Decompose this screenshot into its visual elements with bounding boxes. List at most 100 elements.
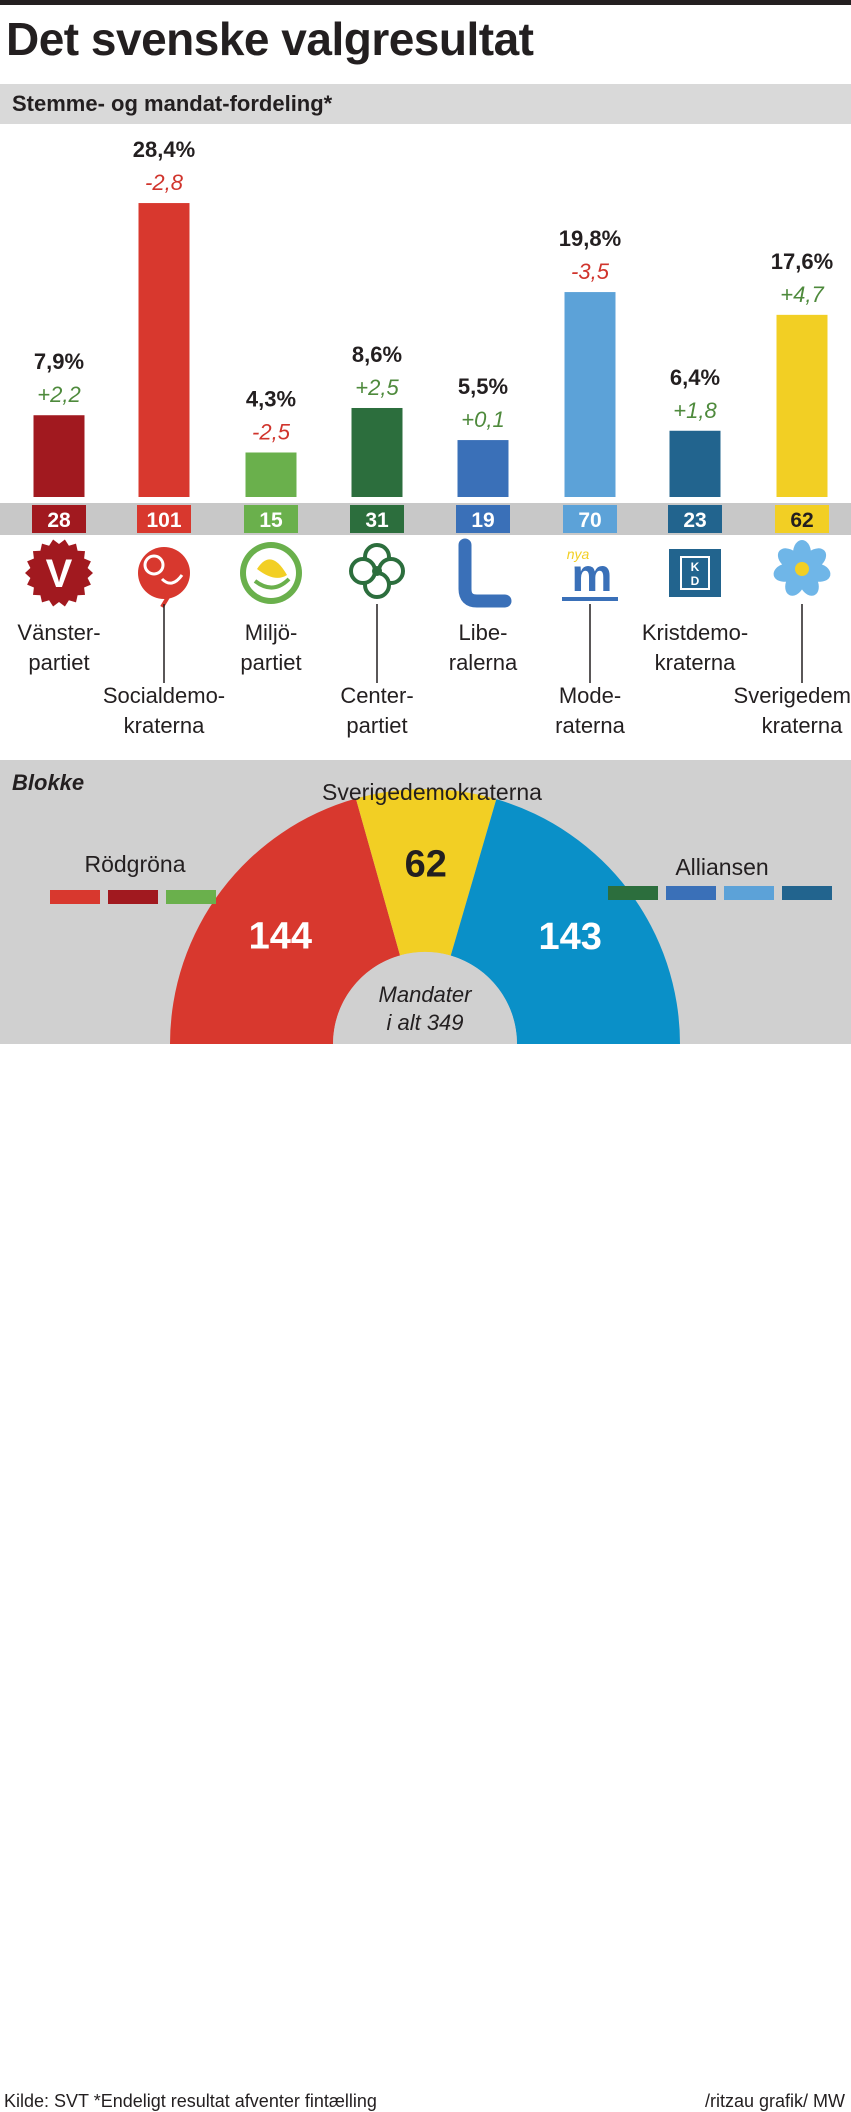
m-logo: m xyxy=(572,549,613,601)
anemone-logo xyxy=(795,562,809,576)
party-name-6-line2: raterna xyxy=(555,713,625,738)
kd-logo-k: K xyxy=(691,560,700,574)
party-name-8-line1: Sverigedemo- xyxy=(734,683,851,708)
seat-count-7: 23 xyxy=(683,509,706,532)
rose-logo xyxy=(138,547,190,599)
bar-2 xyxy=(138,203,190,497)
m-logo-bar xyxy=(562,597,618,601)
seat-box-6 xyxy=(563,505,617,533)
bar-8 xyxy=(776,314,828,497)
value-label-5: 5,5% xyxy=(458,374,508,399)
bloc-name-rodgrona: Rödgröna xyxy=(84,851,185,877)
seat-box-2 xyxy=(137,505,191,533)
seat-count-2: 101 xyxy=(146,509,181,532)
seat-count-5: 19 xyxy=(471,509,494,532)
bloc-seat-count-2: 62 xyxy=(405,844,447,886)
alliansen-legend-swatch-4 xyxy=(782,886,832,900)
rose-logo-curl xyxy=(160,574,184,585)
bar-1 xyxy=(33,415,85,497)
bar-6 xyxy=(564,292,616,497)
bloc-segment-3 xyxy=(450,799,680,1044)
seat-count-3: 15 xyxy=(259,509,283,532)
party-name-3-line1: Miljö- xyxy=(245,620,298,645)
chart-canvas: 7,9% +2,2 28 28,4% -2,8 101 4,3% -2,5 15 8,6% +2,5… xyxy=(0,137,851,1076)
alliansen-legend-swatch-3 xyxy=(724,886,774,900)
change-label-4: +2,5 xyxy=(355,375,399,400)
rose-logo-petal xyxy=(143,554,165,576)
party-name-1-line1: Vänster- xyxy=(17,620,100,645)
value-label-7: 6,4% xyxy=(670,365,720,390)
blocs-title: Blokke xyxy=(12,770,85,795)
dandelion-logo-flower xyxy=(257,559,287,578)
seat-band xyxy=(0,503,851,535)
party-name-7-line1: Kristdemo- xyxy=(642,620,748,645)
bloc-seat-count-3: 143 xyxy=(538,916,601,958)
change-label-7: +1,8 xyxy=(673,398,717,423)
value-label-4: 8,6% xyxy=(352,342,402,367)
source-note: Kilde: SVT *Endeligt resultat afventer f… xyxy=(4,2091,377,2111)
seat-box-8 xyxy=(775,505,829,533)
seat-count-8: 62 xyxy=(790,509,813,532)
alliansen-legend-swatch-1 xyxy=(608,886,658,900)
change-label-2: -2,8 xyxy=(145,170,184,195)
l-logo xyxy=(458,538,512,608)
seat-box-4 xyxy=(350,505,404,533)
party-name-2-line1: Socialdemo- xyxy=(103,683,225,708)
subtitle-band: Stemme- og mandat-fordeling* xyxy=(0,84,851,124)
top-rule xyxy=(0,0,851,5)
rodgrona-legend-swatch-3 xyxy=(166,890,216,904)
bloc-name-alliansen: Alliansen xyxy=(675,854,768,880)
value-label-2: 28,4% xyxy=(133,137,195,162)
value-label-8: 17,6% xyxy=(771,249,833,274)
party-name-4-line2: partiet xyxy=(346,713,407,738)
value-label-1: 7,9% xyxy=(34,349,84,374)
change-label-8: +4,7 xyxy=(780,282,824,307)
bloc-hemicycle: 144 62 143 Mandater i alt 349 xyxy=(170,788,680,1076)
seat-box-5 xyxy=(456,505,510,533)
party-name-4-line1: Center- xyxy=(340,683,413,708)
chart-title: Det svenske valgresultat xyxy=(6,13,534,65)
rodgrona-legend-swatch-1 xyxy=(50,890,100,904)
total-seats-line2: i alt 349 xyxy=(386,1010,463,1035)
value-label-3: 4,3% xyxy=(246,386,296,411)
anemone-logo-petal-7 xyxy=(777,548,802,570)
rodgrona-legend-swatch-2 xyxy=(108,890,158,904)
alliansen-legend-swatch-2 xyxy=(666,886,716,900)
kd-logo-d: D xyxy=(691,574,700,588)
seat-count-6: 70 xyxy=(578,509,601,532)
credit-note: /ritzau grafik/ MW xyxy=(704,2091,845,2111)
bar-3 xyxy=(245,452,297,497)
kd-logo-frame xyxy=(680,556,710,590)
rose-logo-stem xyxy=(160,595,170,609)
v-logo xyxy=(25,539,93,607)
total-seats-line1: Mandater xyxy=(379,982,474,1007)
seat-box-1 xyxy=(32,505,86,533)
m-logo-nya: nya xyxy=(567,546,590,562)
bloc-segment-2 xyxy=(355,788,497,956)
clover-logo-leaf-4 xyxy=(349,557,377,585)
bloc-name-sd: Sverigedemokraterna xyxy=(322,779,542,805)
seat-box-7 xyxy=(668,505,722,533)
change-label-5: +0,1 xyxy=(461,407,504,432)
change-label-6: -3,5 xyxy=(571,259,610,284)
seat-box-3 xyxy=(244,505,298,533)
party-name-6-line1: Mode- xyxy=(559,683,621,708)
party-name-5-line2: ralerna xyxy=(449,650,518,675)
footer: Kilde: SVT *Endeligt resultat afventer f… xyxy=(0,1044,851,2111)
bar-5 xyxy=(457,440,509,497)
seat-count-4: 31 xyxy=(365,509,389,532)
party-name-8-line2: kraterna xyxy=(762,713,843,738)
chart-subtitle: Stemme- og mandat-fordeling* xyxy=(12,91,333,116)
bloc-segment-1 xyxy=(170,798,401,1044)
seat-count-1: 28 xyxy=(47,509,71,532)
bar-4 xyxy=(351,407,403,497)
party-name-3-line2: partiet xyxy=(240,650,301,675)
party-name-7-line2: kraterna xyxy=(655,650,736,675)
value-label-6: 19,8% xyxy=(559,226,621,251)
change-label-1: +2,2 xyxy=(37,382,80,407)
dandelion-logo-leaf xyxy=(253,577,291,590)
bloc-seat-count-1: 144 xyxy=(249,915,312,957)
party-name-1-line2: partiet xyxy=(28,650,89,675)
v-logo-letter: V xyxy=(46,552,73,596)
